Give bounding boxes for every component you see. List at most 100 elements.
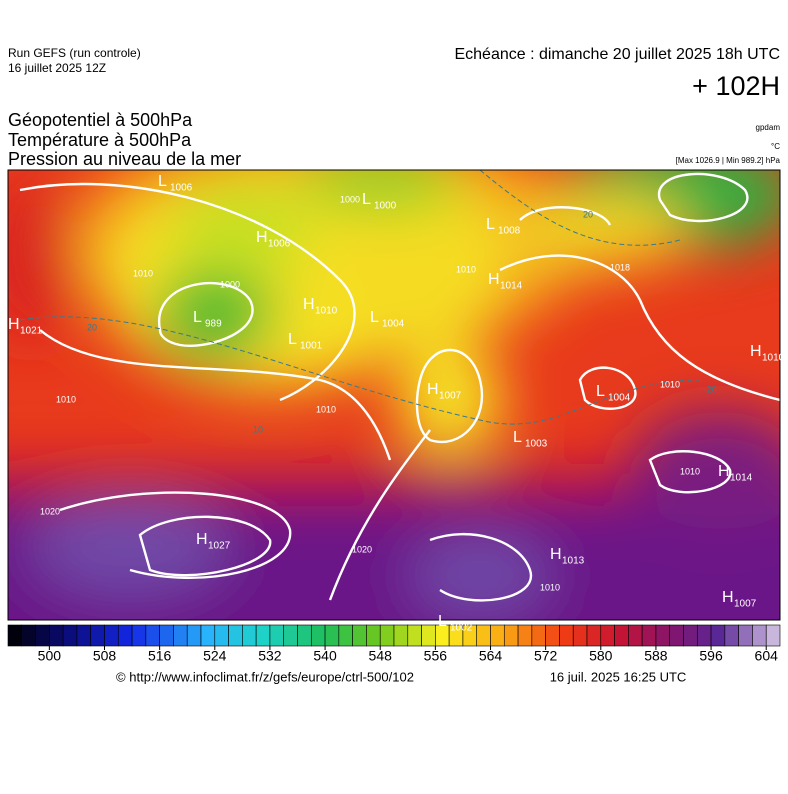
colorbar-swatch [117,624,133,647]
pressure-center: H 1007 [427,381,462,401]
center-type: H [488,271,500,288]
colorbar-swatch [655,624,671,647]
generated: 16 juil. 2025 16:25 UTC [550,669,687,684]
colorbar-swatch [696,624,712,647]
unit: [Max 1026.9 | Min 989.2] hPa [676,156,781,165]
isobar-label: 1000 [340,194,360,204]
colorbar-swatch [242,624,257,647]
center-value: 1021 [20,326,43,337]
colorbar-tick-label: 540 [313,648,337,664]
colorbar-tick-label: 604 [755,648,779,664]
pressure-center: L 1001 [288,331,323,351]
colorbar-swatch [379,624,395,647]
title: Pression au niveau de la mer [8,149,241,169]
pressure-center: H 1021 [8,316,43,336]
colorbar-swatch [228,624,243,647]
colorbar-swatch [476,624,491,647]
pressure-center: H 1014 [488,271,523,291]
colorbar-swatch [572,624,588,647]
pressure-center: H 1013 [550,546,585,566]
isobar-label: 1020 [40,506,60,516]
center-type: H [8,316,20,333]
pressure-center: L 1003 [513,429,548,449]
colorbar-swatch [614,624,629,647]
center-value: 1014 [500,281,523,292]
colorbar-swatch [641,624,657,647]
center-type: L [596,383,605,400]
pressure-center: L 1004 [596,383,631,403]
temperature-label: 10 [253,424,263,434]
colorbar-tick-label: 580 [589,648,613,664]
colorbar-swatch [738,624,753,647]
colorbar-swatch [283,624,298,647]
isobar-label: 1010 [56,394,76,404]
center-value: 1004 [608,393,631,404]
lead: + 102H [692,71,780,101]
colorbar-swatch [421,624,436,647]
center-value: 1006 [268,239,291,250]
center-type: H [256,229,268,246]
colorbar-swatch [173,624,188,647]
isobar-label: 1010 [316,404,336,414]
pressure-center: H 1006 [256,229,291,249]
center-type: H [303,296,315,313]
colorbar-swatch [131,624,147,647]
isobar-label: 1010 [540,582,560,592]
colorbar-swatch [724,624,739,647]
colorbar-swatch [393,624,409,647]
pressure-center: H 1014 [718,463,753,483]
center-value: 1006 [170,183,193,194]
pressure-center: H 1007 [722,589,757,609]
colorbar-swatch [366,624,381,647]
isobar-label: 1010 [133,268,153,278]
colorbar-tick-label: 500 [38,648,62,664]
colorbar-tick-label: 564 [479,648,503,664]
colorbar-swatch [559,624,574,647]
echeance: Echéance : dimanche 20 juillet 2025 18h … [454,46,780,63]
colorbar-tick-label: 588 [644,648,668,664]
colorbar-swatch [255,624,271,647]
center-value: 1007 [734,599,757,610]
colorbar-tick-label: 532 [258,648,282,664]
colorbar-swatch [765,624,781,647]
colorbar-swatch [159,624,174,647]
colorbar-swatch [200,624,216,647]
colorbar-swatch [545,624,560,647]
isobar-label: 1000 [220,279,240,289]
center-type: H [722,589,734,606]
center-type: L [513,429,522,446]
pressure-center: L 1008 [486,216,521,236]
colorbar-swatch [269,624,285,647]
colorbar-swatch [669,624,684,647]
colorbar-swatch [683,624,698,647]
colorbar-swatch [600,624,615,647]
colorbar-swatch [407,624,422,647]
center-value: 1003 [525,439,548,450]
source: © http://www.infoclimat.fr/z/gefs/europe… [116,669,414,684]
temperature-label: 20 [87,322,97,332]
colorbar-swatch [710,624,726,647]
isobar-label: 1018 [610,262,630,272]
colorbar-swatch [490,624,505,647]
center-value: 1004 [382,319,405,330]
colorbar-swatch [62,624,78,647]
center-type: L [370,309,379,326]
center-type: L [288,331,297,348]
colorbar-tick-label: 572 [534,648,558,664]
colorbar-swatch [104,624,119,647]
center-value: 1010 [762,353,785,364]
center-value: 1010 [315,306,338,317]
colorbar-tick-label: 556 [424,648,448,664]
unit: gpdam [756,123,781,132]
center-value: 1007 [439,391,462,402]
isobar-label: 1010 [660,379,680,389]
center-type: H [550,546,562,563]
map-frame [7,169,781,621]
center-type: H [718,463,730,480]
isobar-label: 1010 [680,466,700,476]
run: Run GEFS (run controle) [8,46,141,60]
center-value: 1008 [498,226,521,237]
colorbar-swatch [324,624,340,647]
colorbar-swatch [214,624,229,647]
